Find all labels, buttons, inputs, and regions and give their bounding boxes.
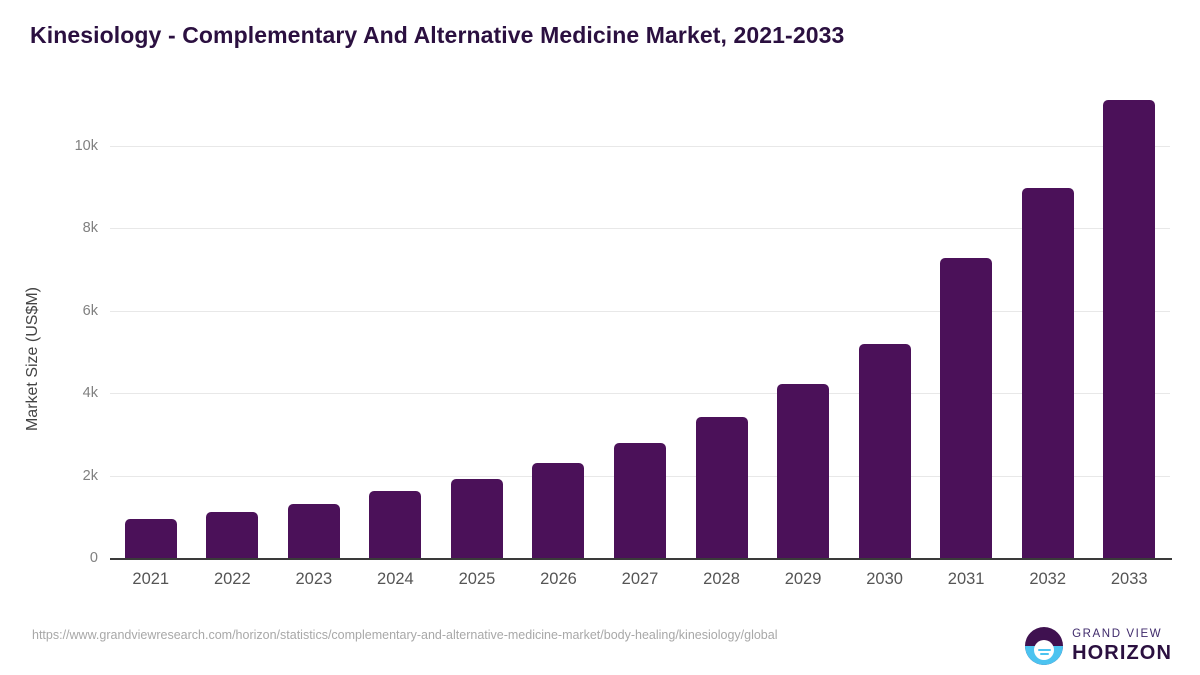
gridline xyxy=(110,310,1170,312)
bar[interactable] xyxy=(450,479,503,558)
x-tick-label: 2029 xyxy=(784,570,822,588)
logo-wordmark: GRAND VIEW HORIZON xyxy=(1072,627,1172,665)
gridline xyxy=(110,145,1170,147)
x-axis-line xyxy=(110,558,1172,560)
x-tick-label: 2024 xyxy=(377,570,414,588)
y-tick-label: 10k xyxy=(74,137,98,154)
bar[interactable] xyxy=(940,258,993,558)
bar[interactable] xyxy=(369,491,422,558)
x-tick-label: 2023 xyxy=(295,570,333,588)
x-tick-label: 2030 xyxy=(866,570,903,588)
bar[interactable] xyxy=(206,512,259,558)
logo-ray-upper xyxy=(1037,649,1051,652)
bar[interactable] xyxy=(858,343,911,558)
bar[interactable] xyxy=(777,383,830,558)
y-axis-ticks: 0 2k 4k 6k 8k 10k xyxy=(18,0,98,610)
logo-ray-lower xyxy=(1039,652,1049,655)
gridline xyxy=(110,393,1170,394)
chart-plot-area: Market Size (US$M) 0 2k 4k 6k 8k 10k 2021 2022… xyxy=(18,0,1172,610)
y-tick-label: 6k xyxy=(82,302,98,319)
y-tick-label: 8k xyxy=(82,220,98,236)
x-tick-label: 2021 xyxy=(132,570,170,588)
horizon-sun-icon xyxy=(1025,627,1064,665)
x-tick-label: 2032 xyxy=(1029,570,1067,588)
gridline xyxy=(110,228,1170,229)
bar[interactable] xyxy=(124,518,177,558)
y-tick-label: 2k xyxy=(82,467,98,484)
y-tick-label: 0 xyxy=(89,550,98,566)
bar[interactable] xyxy=(695,416,748,558)
x-tick-label: 2022 xyxy=(213,570,251,588)
bar[interactable] xyxy=(1103,100,1156,558)
x-tick-label: 2033 xyxy=(1110,570,1148,588)
bar[interactable] xyxy=(1021,188,1074,558)
bar[interactable] xyxy=(614,442,666,558)
logo-text-horizon: HORIZON xyxy=(1072,642,1172,665)
x-tick-label: 2025 xyxy=(458,570,496,588)
source-url[interactable]: https://www.grandviewresearch.com/horizo… xyxy=(32,628,778,642)
grand-view-horizon-logo[interactable]: GRAND VIEW HORIZON xyxy=(1025,627,1172,665)
chart-footer: https://www.grandviewresearch.com/horizo… xyxy=(0,618,1200,675)
bar[interactable] xyxy=(287,503,340,558)
logo-text-grand-view: GRAND VIEW xyxy=(1072,627,1163,640)
page-title: Kinesiology - Complementary And Alternat… xyxy=(30,22,845,48)
bar[interactable] xyxy=(532,463,585,558)
y-tick-label: 4k xyxy=(82,385,98,401)
x-tick-label: 2026 xyxy=(540,570,577,588)
x-tick-label: 2031 xyxy=(947,570,985,588)
x-tick-label: 2028 xyxy=(703,570,740,588)
x-tick-label: 2027 xyxy=(621,570,659,588)
bar-series xyxy=(110,0,1170,560)
